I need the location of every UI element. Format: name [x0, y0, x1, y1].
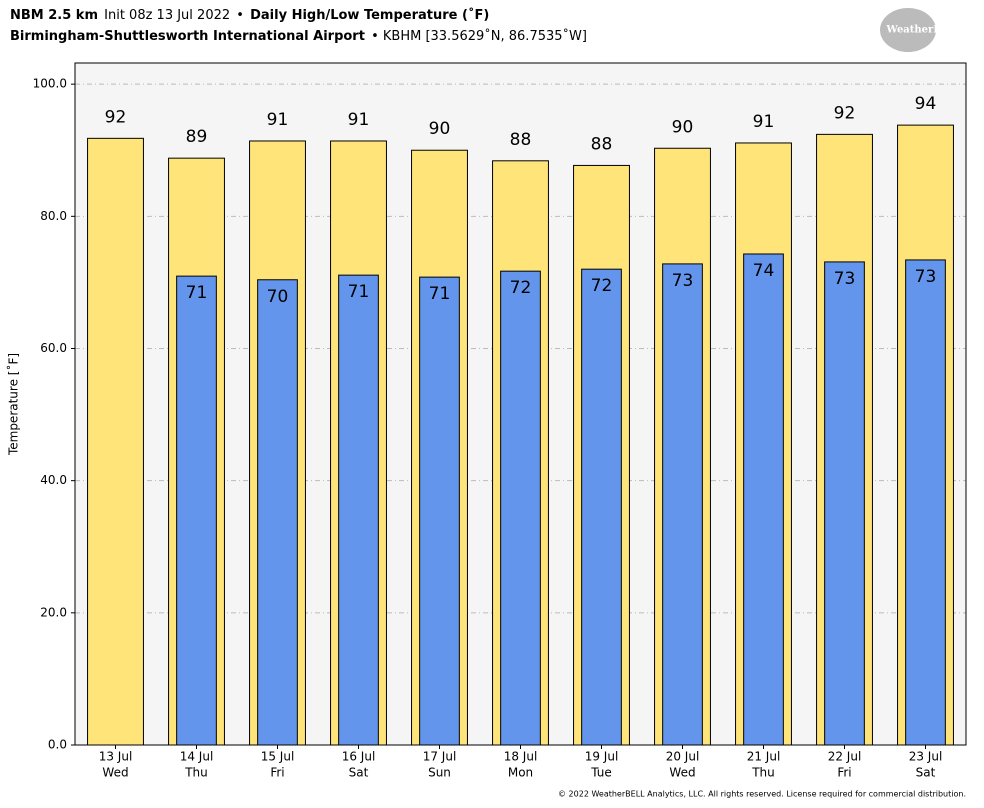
x-tick-label: 16 Jul: [342, 750, 376, 764]
value-label: 91: [348, 110, 370, 130]
low-bar: [662, 263, 703, 746]
x-tick-label: 23 Jul: [909, 750, 943, 764]
value-label: 73: [834, 269, 856, 289]
x-tick-label: 18 Jul: [504, 750, 538, 764]
footer: © 2022 WeatherBELL Analytics, LLC. All r…: [558, 790, 966, 799]
x-tick-label: 22 Jul: [828, 750, 862, 764]
value-label: 90: [672, 117, 694, 137]
value-label: 94: [915, 94, 937, 114]
value-label: 89: [186, 127, 208, 147]
x-tick-weekday: Sun: [428, 766, 451, 780]
value-label: 92: [834, 103, 856, 123]
low-bar: [176, 275, 217, 746]
value-label: 71: [429, 284, 451, 304]
x-tick-label: 20 Jul: [666, 750, 700, 764]
y-tick-label: 20.0: [40, 605, 67, 619]
high-bar: [87, 137, 144, 746]
x-tick-label: 19 Jul: [585, 750, 619, 764]
x-tick-weekday: Wed: [102, 766, 128, 780]
x-tick-weekday: Thu: [184, 766, 208, 780]
value-label: 92: [105, 107, 127, 127]
low-bar: [257, 279, 298, 746]
y-tick-label: 0.0: [48, 738, 67, 752]
value-label: 72: [510, 278, 532, 298]
chart-title: NBM 2.5 km Init 08z 13 Jul 2022 • Daily …: [10, 7, 489, 23]
subtitle-id: • KBHM [33.5629˚N, 86.7535˚W]: [371, 28, 587, 44]
x-tick-weekday: Sat: [349, 766, 369, 780]
title-sep: •: [236, 8, 244, 23]
x-tick-weekday: Fri: [270, 766, 284, 780]
x-tick-label: 21 Jul: [747, 750, 781, 764]
value-label: 88: [510, 130, 532, 150]
value-label: 71: [186, 283, 208, 303]
subtitle-station: Birmingham-Shuttlesworth International A…: [10, 29, 365, 44]
y-tick-label: 80.0: [40, 209, 67, 223]
value-label: 90: [429, 119, 451, 139]
value-label: 91: [267, 110, 289, 130]
y-axis-label: Temperature [˚F]: [6, 353, 21, 456]
y-tick-label: 100.0: [33, 77, 67, 91]
chart-subtitle: Birmingham-Shuttlesworth International A…: [10, 28, 587, 44]
y-tick-label: 40.0: [40, 473, 67, 487]
value-label: 72: [591, 276, 613, 296]
low-bar: [824, 261, 865, 746]
y-tick-label: 60.0: [40, 341, 67, 355]
logo-swirl: [880, 8, 936, 52]
low-bar: [743, 253, 784, 746]
x-tick-weekday: Mon: [508, 766, 533, 780]
plot-frame: [74, 62, 967, 746]
low-bar: [500, 270, 541, 746]
low-bar: [338, 274, 379, 746]
x-tick-weekday: Thu: [751, 766, 775, 780]
logo: WeatherBELL: [886, 25, 964, 36]
x-tick-label: 15 Jul: [261, 750, 295, 764]
x-tick-weekday: Fri: [837, 766, 851, 780]
value-label: 71: [348, 282, 370, 302]
title-model: NBM 2.5 km: [10, 8, 98, 23]
value-label: 73: [672, 271, 694, 291]
x-tick-weekday: Sat: [916, 766, 936, 780]
low-bar: [581, 268, 622, 746]
value-label: 91: [753, 112, 775, 132]
value-label: 88: [591, 134, 613, 154]
low-bar: [419, 276, 460, 746]
x-tick-weekday: Tue: [590, 766, 612, 780]
x-tick-weekday: Wed: [669, 766, 695, 780]
title-main: Daily High/Low Temperature (˚F): [250, 7, 489, 23]
value-label: 70: [267, 287, 289, 307]
low-bar: [905, 259, 946, 746]
value-label: 74: [753, 261, 775, 281]
x-tick-label: 13 Jul: [99, 750, 133, 764]
value-label: 73: [915, 267, 937, 287]
title-init: Init 08z 13 Jul 2022: [104, 8, 230, 23]
x-tick-label: 17 Jul: [423, 750, 457, 764]
x-tick-label: 14 Jul: [180, 750, 214, 764]
